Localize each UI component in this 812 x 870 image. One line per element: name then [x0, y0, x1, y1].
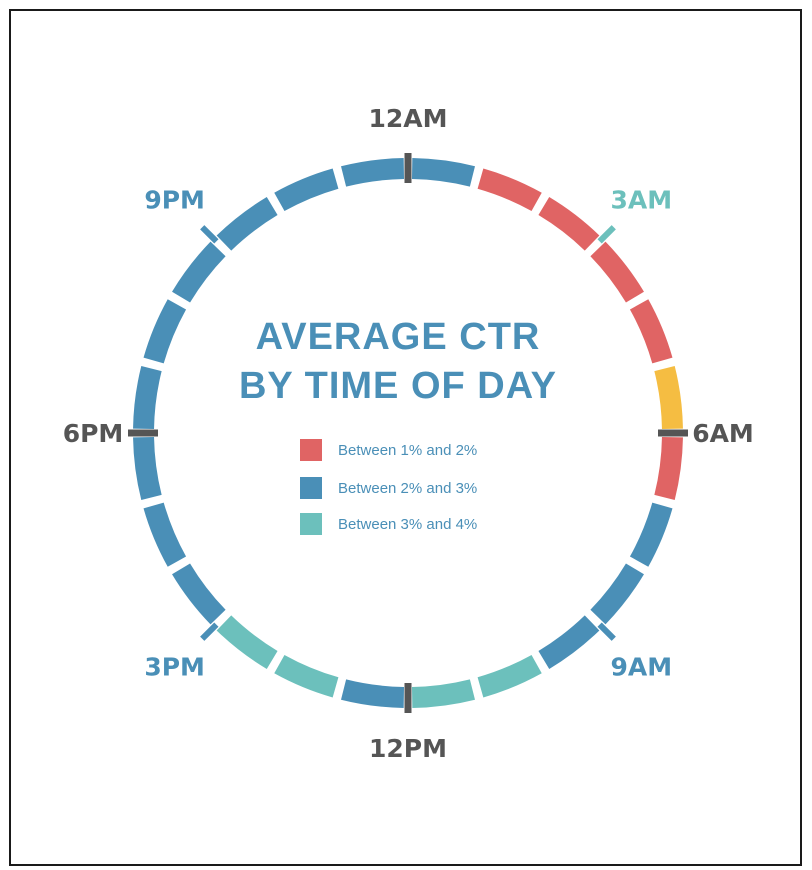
legend-item: Between 3% and 4% [300, 513, 477, 535]
legend-label: Between 1% and 2% [338, 442, 477, 459]
segment-3pm [172, 563, 226, 625]
legend-swatch [300, 439, 322, 461]
segment-1pm [274, 654, 339, 698]
tick-3am [597, 225, 616, 244]
tick-3pm [200, 622, 219, 641]
legend: Between 1% and 2% Between 2% and 3% Betwee… [300, 439, 477, 535]
hour-ticks [128, 153, 688, 713]
segment-8am [590, 563, 644, 625]
hour-label-12am: 12AM [368, 104, 447, 133]
segment-4am [629, 299, 673, 364]
hour-label-12pm: 12PM [369, 734, 447, 763]
segment-10am [477, 654, 542, 698]
segment-3am [590, 241, 644, 303]
segment-2am [538, 197, 600, 251]
segment-11am [411, 679, 475, 708]
segment-9am [538, 615, 600, 669]
segment-5am [654, 366, 683, 430]
segment-2pm [216, 615, 278, 669]
legend-item: Between 1% and 2% [300, 439, 477, 461]
tick-9am [597, 622, 616, 641]
segment-12am [411, 158, 475, 187]
segment-6pm [133, 366, 162, 430]
hour-label-3pm: 3PM [144, 652, 205, 681]
hour-label-9am: 9AM [611, 652, 673, 681]
hour-labels: 12AM 3AM 6AM 9AM 12PM 3PM 6PM 9PM [63, 104, 754, 763]
segment-6am [654, 436, 683, 500]
hour-label-3am: 3AM [611, 186, 673, 215]
hour-segments [133, 158, 683, 708]
hour-label-6am: 6AM [692, 419, 754, 448]
chart-title-line-1: AVERAGE CTR [256, 316, 541, 358]
segment-11pm [341, 158, 405, 187]
hour-label-9pm: 9PM [144, 186, 205, 215]
segment-8pm [172, 241, 226, 303]
legend-item: Between 2% and 3% [300, 477, 477, 499]
legend-swatch [300, 477, 322, 499]
segment-7pm [143, 299, 187, 364]
hour-label-6pm: 6PM [63, 419, 124, 448]
segment-7am [629, 502, 673, 567]
legend-label: Between 3% and 4% [338, 516, 477, 533]
segment-9pm [216, 197, 278, 251]
segment-5pm [133, 436, 162, 500]
segment-12pm [341, 679, 405, 708]
segment-1am [477, 168, 542, 212]
legend-swatch [300, 513, 322, 535]
legend-label: Between 2% and 3% [338, 480, 477, 497]
segment-10pm [274, 168, 339, 212]
chart-title-line-2: BY TIME OF DAY [239, 365, 557, 407]
tick-9pm [200, 225, 219, 244]
segment-4pm [143, 502, 187, 567]
